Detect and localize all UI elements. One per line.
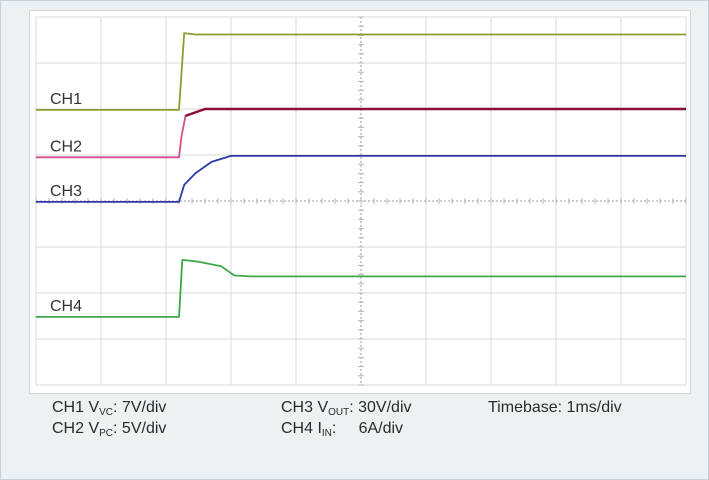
channel-label-ch1: CH1: [50, 91, 82, 108]
trace-ch1: [36, 32, 686, 111]
scope-plot: CH1 CH2 CH3 CH4: [35, 16, 687, 386]
trace-ch3: [36, 155, 686, 203]
channel-label-ch2: CH2: [50, 138, 82, 155]
trace-ch2-settled: [185, 107, 686, 118]
legend-ch2: CH2 VPC: 5V/div: [52, 420, 167, 439]
legend-ch4: CH4 IIN: 6A/div: [281, 420, 404, 439]
channel-label-ch3: CH3: [50, 183, 82, 200]
trace-ch4: [36, 259, 686, 318]
legend-ch1: CH1 VVC: 7V/div: [52, 399, 167, 418]
legend-timebase: Timebase: 1ms/div: [488, 399, 622, 416]
channel-labels: CH1 CH2 CH3 CH4: [50, 91, 82, 315]
scope-traces: [36, 32, 686, 318]
oscilloscope-screen: CH1 CH2 CH3 CH4: [29, 10, 691, 394]
channel-label-ch4: CH4: [50, 298, 82, 315]
legend-ch3: CH3 VOUT: 30V/div: [281, 399, 412, 418]
